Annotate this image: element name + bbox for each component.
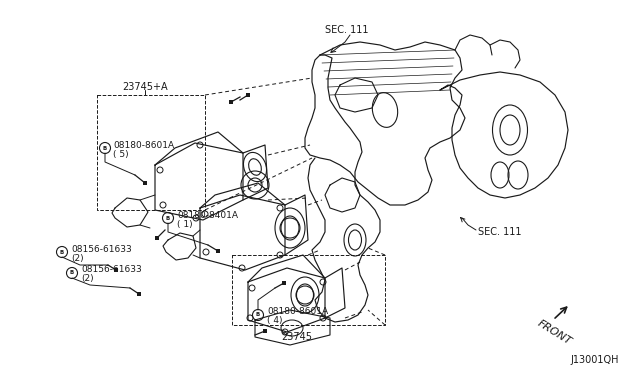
Text: B: B <box>166 215 170 221</box>
Text: ( 1): ( 1) <box>177 219 193 228</box>
Text: 08180-8601A: 08180-8601A <box>113 141 174 150</box>
Text: (2): (2) <box>81 275 93 283</box>
Text: 23745+A: 23745+A <box>122 82 168 92</box>
Text: 08180-8601A: 08180-8601A <box>267 308 328 317</box>
Text: 08156-61633: 08156-61633 <box>81 266 141 275</box>
Text: (2): (2) <box>71 253 84 263</box>
Text: ( 4): ( 4) <box>267 317 282 326</box>
Text: SEC. 111: SEC. 111 <box>325 25 369 35</box>
Text: 08180-8401A: 08180-8401A <box>177 211 238 219</box>
Text: FRONT: FRONT <box>535 318 573 346</box>
Text: SEC. 111: SEC. 111 <box>478 227 522 237</box>
Text: ( 5): ( 5) <box>113 150 129 158</box>
Text: B: B <box>60 250 64 254</box>
Text: B: B <box>70 270 74 276</box>
Text: 23745: 23745 <box>282 332 312 342</box>
Text: B: B <box>103 145 107 151</box>
Text: J13001QH: J13001QH <box>570 355 618 365</box>
Text: B: B <box>256 312 260 317</box>
Text: 08156-61633: 08156-61633 <box>71 244 132 253</box>
